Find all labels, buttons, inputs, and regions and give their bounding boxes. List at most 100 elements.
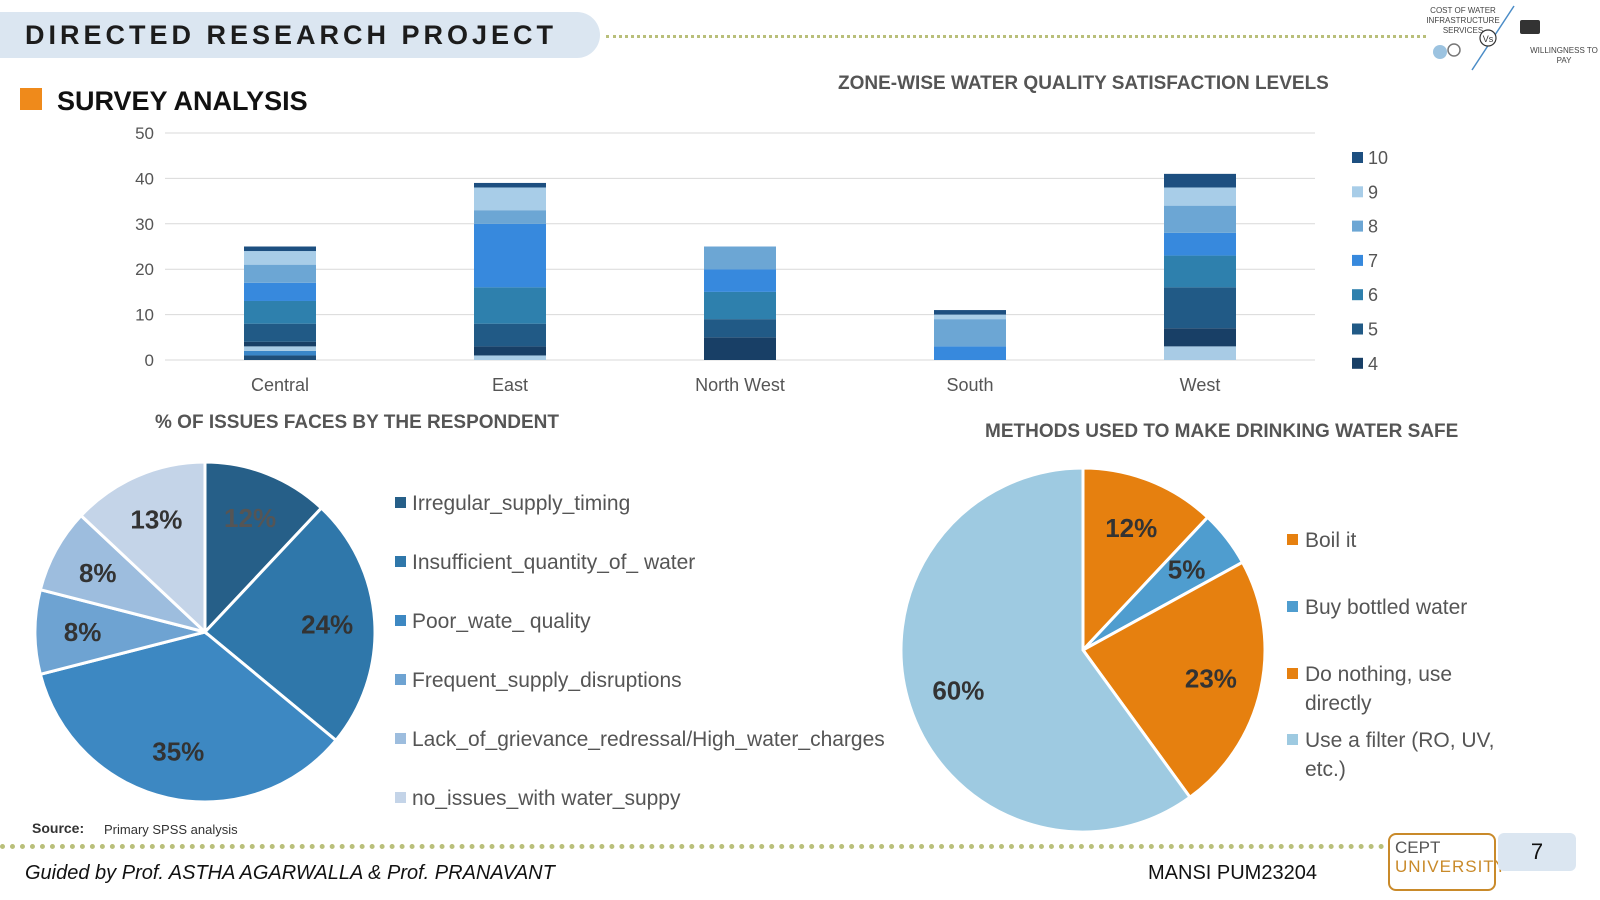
pie-data-label: 35%: [152, 736, 204, 766]
header-dotted-divider: [606, 35, 1426, 38]
bar-segment: [474, 182, 546, 188]
bar-segment: [244, 346, 316, 351]
bar-segment: [474, 287, 546, 324]
bar-segment: [704, 319, 776, 338]
x-category-label: West: [1180, 375, 1221, 395]
bar-segment: [244, 323, 316, 342]
handshake-icon: [1520, 20, 1540, 34]
bar-segment: [244, 282, 316, 301]
bar-segment: [474, 210, 546, 224]
bar-segment: [704, 337, 776, 360]
bar-segment: [1164, 328, 1236, 347]
legend-label: 8: [1368, 217, 1378, 237]
bar-segment: [244, 246, 316, 252]
pie-data-label: 24%: [301, 609, 353, 639]
legend-swatch: [395, 792, 406, 803]
pie-data-label: 8%: [79, 558, 117, 588]
y-tick-label: 40: [135, 169, 154, 188]
bar-segment: [1164, 232, 1236, 256]
pie-data-label: 12%: [1105, 513, 1157, 543]
bar-segment: [244, 341, 316, 347]
legend-swatch: [1352, 289, 1363, 301]
pie-slice: [202, 505, 377, 743]
legend-label: no_issues_with water_suppy: [412, 787, 681, 810]
legend-swatch: [395, 674, 406, 685]
x-category-label: East: [492, 375, 528, 395]
legend-swatch: [1352, 254, 1363, 266]
logo-left-text: COST OF WATER INFRASTRUCTURE SERVICES: [1426, 6, 1500, 35]
legend-swatch: [395, 733, 406, 744]
pie-slice: [899, 466, 1193, 834]
legend-swatch: [395, 556, 406, 567]
legend-label: Use a filter (RO, UV, etc.): [1305, 729, 1494, 781]
logo-graphic: Vs: [1433, 5, 1540, 71]
bar-segment: [934, 346, 1006, 360]
legend-swatch: [1287, 668, 1298, 679]
presentation-title: DIRECTED RESEARCH PROJECT: [25, 20, 558, 50]
bar-chart-title: ZONE-WISE WATER QUALITY SATISFACTION LEV…: [838, 73, 1329, 94]
footer-dotted-divider: [0, 844, 1385, 849]
university-logo-sub: UNIVERSITY: [1395, 857, 1508, 876]
legend-label: Boil it: [1305, 529, 1357, 552]
bar-segment: [474, 355, 546, 360]
pie-data-label: 13%: [130, 505, 182, 535]
pie-slice: [1080, 560, 1267, 800]
bar-segment: [1164, 255, 1236, 288]
bar-segment: [704, 269, 776, 292]
legend-label: Buy bottled water: [1305, 596, 1467, 619]
section-accent-square: [20, 88, 42, 110]
pie-slice: [203, 460, 324, 636]
y-tick-label: 0: [145, 351, 154, 370]
legend-label: 7: [1368, 251, 1378, 271]
legend-label: Lack_of_grievance_redressal/High_water_c…: [412, 728, 885, 751]
guided-by-text: Guided by Prof. ASTHA AGARWALLA & Prof. …: [25, 862, 555, 884]
pie-slice: [1081, 466, 1210, 654]
university-logo-main: CEPT: [1395, 838, 1441, 857]
legend-swatch: [1287, 601, 1298, 612]
legend-label: Do nothing, use directly: [1305, 663, 1452, 715]
logo-right-text: WILLINGNESS TO PAY: [1530, 46, 1598, 65]
legend-swatch: [1352, 357, 1363, 369]
bar-segment: [244, 264, 316, 283]
legend-swatch: [1287, 734, 1298, 745]
source-label: Source:: [32, 820, 85, 836]
pie-data-label: 23%: [1185, 664, 1237, 694]
bar-segment: [474, 187, 546, 211]
legend-label: 9: [1368, 182, 1378, 202]
bar-segment: [244, 300, 316, 324]
author-text: MANSI PUM23204: [1148, 862, 1317, 884]
legend-label: Poor_wate_ quality: [412, 610, 591, 633]
legend-swatch: [1352, 220, 1363, 232]
bar-segment: [1164, 205, 1236, 233]
methods-pie-title: METHODS USED TO MAKE DRINKING WATER SAFE: [985, 421, 1459, 442]
pie-data-label: 12%: [224, 503, 276, 533]
logo-vs-text: Vs: [1483, 34, 1494, 44]
legend-label: 4: [1368, 354, 1378, 374]
x-category-label: North West: [695, 375, 785, 395]
bar-segment: [1164, 346, 1236, 360]
bar-segment: [704, 246, 776, 270]
bar-segment: [244, 251, 316, 265]
pie-slice: [78, 460, 207, 636]
source-value: Primary SPSS analysis: [104, 822, 238, 837]
legend-label: Irregular_supply_timing: [412, 492, 630, 515]
legend-swatch: [1352, 152, 1363, 163]
pie-data-label: 60%: [932, 675, 984, 705]
title-banner: [0, 12, 600, 58]
legend-swatch: [395, 497, 406, 508]
x-category-label: Central: [251, 375, 309, 395]
legend-label: Insufficient_quantity_of_ water: [412, 551, 695, 574]
y-tick-label: 10: [135, 306, 154, 325]
bar-segment: [244, 350, 316, 356]
y-tick-label: 30: [135, 215, 154, 234]
pie-slice: [38, 630, 339, 804]
bar-segment: [474, 323, 546, 347]
page-number-badge: [1498, 833, 1576, 871]
x-category-label: South: [946, 375, 993, 395]
y-tick-label: 50: [135, 124, 154, 143]
bar-segment: [1164, 173, 1236, 188]
vs-badge: [1479, 29, 1497, 47]
bar-segment: [474, 223, 546, 288]
